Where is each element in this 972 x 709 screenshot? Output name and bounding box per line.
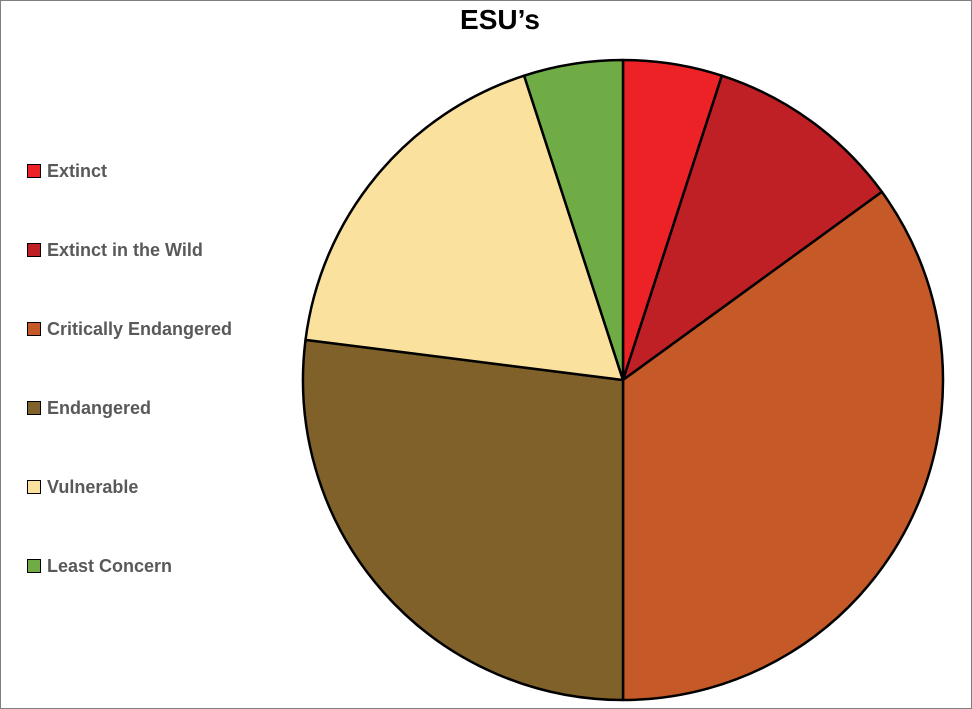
legend-item-extinct-in-the-wild: Extinct in the Wild (27, 238, 203, 262)
legend-item-endangered: Endangered (27, 396, 151, 420)
legend-swatch-critically-endangered (27, 322, 41, 336)
legend-swatch-vulnerable (27, 480, 41, 494)
pie-slice-extinct-in-the-wild (621, 74, 884, 382)
legend-label-least-concern: Least Concern (47, 555, 173, 576)
legend-swatch-least-concern (27, 559, 41, 573)
pie-slice-endangered (301, 338, 625, 702)
legend-swatch-extinct (27, 164, 41, 178)
legend-item-least-concern: Least Concern (27, 554, 172, 578)
chart-title: ESU’s (460, 4, 540, 35)
legend-swatch-endangered (27, 401, 41, 415)
legend-item-vulnerable: Vulnerable (27, 475, 138, 499)
legend-label-vulnerable: Vulnerable (47, 476, 139, 497)
legend-label-endangered: Endangered (47, 397, 152, 418)
legend-swatch-extinct-in-the-wild (27, 243, 41, 257)
chart-legend: Extinct Extinct in the Wild Critically E… (27, 0, 287, 709)
legend-label-critically-endangered: Critically Endangered (47, 318, 233, 339)
legend-label-extinct-in-the-wild: Extinct in the Wild (47, 239, 203, 260)
pie-slice-critically-endangered (621, 190, 945, 702)
pie-slice-least-concern (522, 58, 625, 382)
legend-item-extinct: Extinct (27, 159, 107, 183)
legend-label-extinct: Extinct (47, 160, 108, 181)
pie-slice-vulnerable (304, 74, 625, 382)
legend-item-critically-endangered: Critically Endangered (27, 317, 232, 341)
